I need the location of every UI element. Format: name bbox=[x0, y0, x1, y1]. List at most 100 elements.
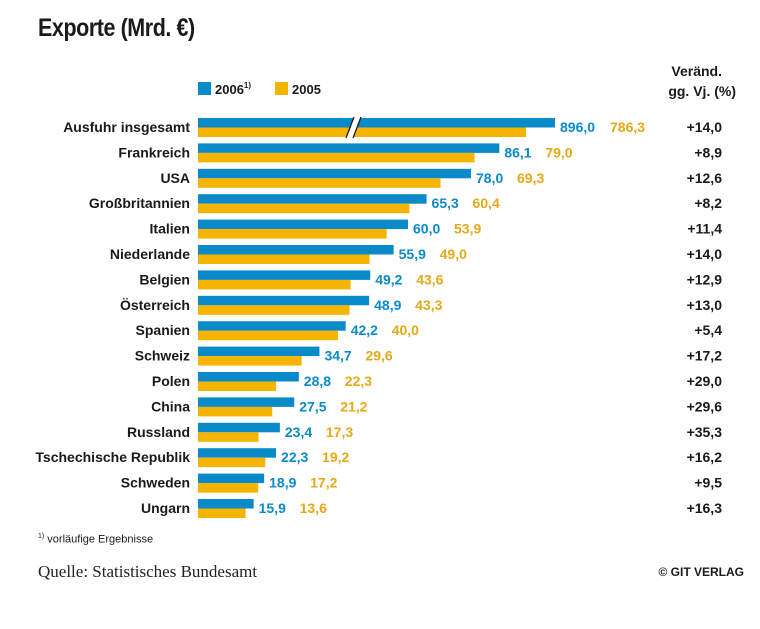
category-label: Frankreich bbox=[118, 144, 190, 160]
bar-2005 bbox=[198, 305, 350, 315]
change-value: +13,0 bbox=[687, 297, 723, 313]
change-value: +29,6 bbox=[687, 398, 723, 414]
change-value: +5,4 bbox=[694, 322, 722, 338]
axis-break-mark bbox=[345, 116, 355, 139]
footnote-text: vorläufige Ergebnisse bbox=[47, 533, 154, 546]
value-label-2005: 49,0 bbox=[440, 246, 467, 262]
category-label: Großbritannien bbox=[89, 195, 190, 211]
bar-2005 bbox=[198, 381, 277, 391]
chart-row: Frankreich 86,1 79,0 +8,9 bbox=[118, 143, 722, 163]
value-label-2006: 27,5 bbox=[299, 398, 326, 414]
legend: 20061) 2005 bbox=[198, 81, 321, 97]
source-note: Quelle: Statistisches Bundesamt bbox=[38, 562, 258, 581]
bar-2005 bbox=[198, 432, 259, 442]
change-value: +8,2 bbox=[694, 195, 722, 211]
chart-row: Polen 28,8 22,3 +29,0 bbox=[152, 372, 722, 391]
category-label: China bbox=[151, 398, 190, 414]
chart-row: Italien 60,0 53,9 +11,4 bbox=[150, 219, 722, 239]
bar-2006 bbox=[198, 118, 555, 128]
change-value: +12,9 bbox=[687, 271, 723, 287]
chart-row: Niederlande 55,9 49,0 +14,0 bbox=[110, 245, 722, 264]
chart-row: Schweiz 34,7 29,6 +17,2 bbox=[135, 346, 723, 366]
chart-row: China 27,5 21,2 +29,6 bbox=[151, 397, 723, 417]
category-label: Polen bbox=[152, 373, 190, 389]
value-label-2005: 43,3 bbox=[415, 297, 442, 313]
footnote: 1) vorläufige Ergebnisse bbox=[38, 533, 153, 546]
footnote-marker: 1) bbox=[38, 533, 45, 540]
category-label: Schweiz bbox=[135, 348, 190, 364]
category-label: Schweden bbox=[121, 475, 190, 491]
bar-2005 bbox=[198, 203, 410, 214]
category-label: Ausfuhr insgesamt bbox=[63, 119, 190, 135]
value-label-2005: 40,0 bbox=[392, 322, 419, 338]
category-label: Russland bbox=[127, 424, 190, 440]
change-value: +9,5 bbox=[694, 475, 722, 491]
bar-2006 bbox=[198, 473, 265, 484]
value-label-2006: 34,7 bbox=[324, 348, 351, 364]
legend-swatch-2006 bbox=[198, 82, 211, 95]
value-label-2005: 53,9 bbox=[454, 221, 481, 237]
value-label-2005: 13,6 bbox=[300, 500, 327, 516]
chart-row: Großbritannien 65,3 60,4 +8,2 bbox=[89, 194, 722, 214]
category-label: Niederlande bbox=[110, 246, 190, 262]
value-label-2005: 19,2 bbox=[322, 449, 349, 465]
chart-row: Russland 23,4 17,3 +35,3 bbox=[127, 422, 723, 442]
value-label-2005: 786,3 bbox=[610, 119, 645, 135]
value-label-2006: 65,3 bbox=[432, 195, 459, 211]
value-label-2005: 17,2 bbox=[310, 475, 337, 491]
category-label: Tschechische Republik bbox=[35, 449, 190, 465]
value-label-2006: 49,2 bbox=[375, 271, 402, 287]
value-label-2005: 21,2 bbox=[340, 398, 367, 414]
bar-2006 bbox=[198, 422, 280, 433]
value-label-2005: 22,3 bbox=[345, 373, 372, 389]
value-label-2005: 60,4 bbox=[473, 195, 500, 211]
value-label-2005: 29,6 bbox=[365, 348, 392, 364]
chart-row: Österreich 48,9 43,3 +13,0 bbox=[120, 295, 723, 315]
bar-2005 bbox=[198, 330, 338, 341]
bar-2006 bbox=[198, 321, 346, 331]
value-label-2006: 896,0 bbox=[560, 119, 595, 135]
change-header-line2: gg. Vj. (%) bbox=[668, 83, 736, 99]
value-label-2006: 18,9 bbox=[269, 475, 296, 491]
chart-row: Schweden 18,9 17,2 +9,5 bbox=[121, 473, 722, 493]
value-label-2006: 86,1 bbox=[504, 144, 531, 160]
bar-2006 bbox=[198, 194, 427, 204]
bar-2005 bbox=[198, 356, 302, 366]
bar-2005 bbox=[198, 152, 475, 163]
credit-note: © GIT VERLAG bbox=[658, 565, 744, 579]
value-label-2005: 69,3 bbox=[517, 170, 544, 186]
category-label: Belgien bbox=[139, 271, 190, 287]
bar-2006 bbox=[198, 397, 295, 407]
chart-title: Exporte (Mrd. €) bbox=[38, 14, 195, 42]
value-label-2006: 60,0 bbox=[413, 221, 440, 237]
value-label-2006: 48,9 bbox=[374, 297, 401, 313]
bar-2006 bbox=[198, 346, 320, 357]
category-label: Österreich bbox=[120, 297, 190, 313]
bar-2005 bbox=[198, 483, 259, 493]
change-value: +8,9 bbox=[694, 144, 722, 160]
bar-2006 bbox=[198, 295, 370, 306]
change-value: +29,0 bbox=[687, 373, 723, 389]
bar-2005 bbox=[198, 508, 246, 518]
bar-2006 bbox=[198, 448, 277, 458]
bar-2006 bbox=[198, 219, 408, 230]
change-value: +11,4 bbox=[687, 221, 722, 237]
change-value: +16,2 bbox=[687, 449, 723, 465]
bar-2006 bbox=[198, 499, 254, 509]
category-label: Spanien bbox=[136, 322, 190, 338]
value-label-2006: 15,9 bbox=[259, 500, 286, 516]
change-value: +14,0 bbox=[687, 246, 723, 262]
axis-break-gap bbox=[346, 117, 361, 138]
bar-2006 bbox=[198, 372, 299, 382]
change-value: +35,3 bbox=[687, 424, 723, 440]
change-value: +17,2 bbox=[687, 348, 723, 364]
value-label-2006: 42,2 bbox=[351, 322, 378, 338]
bar-2005 bbox=[198, 127, 526, 137]
bar-2006 bbox=[198, 270, 371, 280]
legend-sup-2006: 1) bbox=[244, 81, 251, 90]
chart-row: Ausfuhr insgesamt 896,0 786,3 +14,0 bbox=[63, 116, 723, 139]
change-value: +14,0 bbox=[687, 119, 723, 135]
chart-row: USA 78,0 69,3 +12,6 bbox=[160, 168, 722, 188]
bar-2005 bbox=[198, 279, 351, 290]
